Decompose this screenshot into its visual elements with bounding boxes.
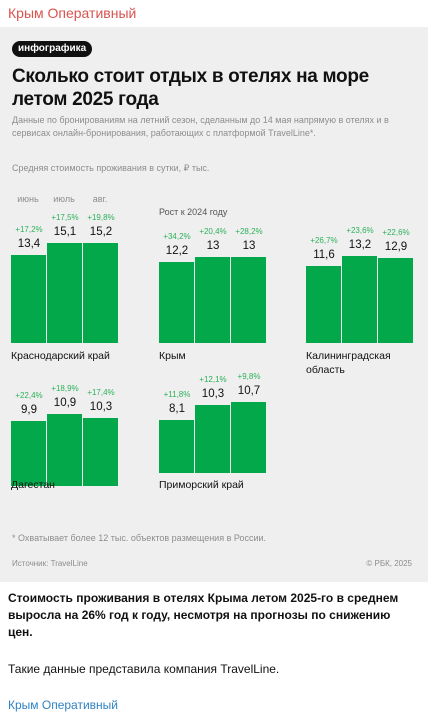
- growth-label: +22,6%: [382, 228, 410, 237]
- footnote: * Охватывает более 12 тыс. объектов разм…: [12, 533, 267, 543]
- bar-value-label: 10,3: [89, 401, 113, 413]
- bar-value-label: 15,1: [53, 226, 77, 238]
- growth-label: +28,2%: [235, 227, 263, 236]
- region-label: Краснодарский край: [11, 350, 110, 362]
- bar-2-0: [306, 266, 341, 343]
- region-label: Приморский край: [159, 479, 244, 491]
- growth-label: +19,8%: [87, 213, 115, 222]
- region-label: Дагестан: [11, 479, 55, 491]
- bar-value-label: 8,1: [169, 403, 185, 415]
- growth-label: +18,9%: [51, 384, 79, 393]
- bar-0-0: [11, 255, 46, 343]
- bar-0-2: [83, 243, 118, 343]
- bar-2-1: [342, 256, 377, 343]
- growth-label: +26,7%: [310, 236, 338, 245]
- growth-note: Рост к 2024 году: [159, 207, 228, 217]
- bar-value-label: 13,2: [348, 239, 372, 251]
- unit-note: Средняя стоимость проживания в сутки, ₽ …: [12, 163, 210, 173]
- region-label: Калининградская область: [306, 350, 391, 376]
- channel-name-top[interactable]: Крым Оперативный: [8, 5, 137, 21]
- source-label: Источник: TravelLine: [12, 559, 88, 568]
- channel-name-link[interactable]: Крым Оперативный: [8, 698, 118, 712]
- infographic-image[interactable]: инфографика Сколько стоит отдых в отелях…: [0, 27, 428, 582]
- growth-label: +12,1%: [199, 375, 227, 384]
- bar-4-0: [159, 420, 194, 473]
- post-bold-text: Стоимость проживания в отелях Крыма лето…: [8, 591, 399, 639]
- growth-label: +34,2%: [163, 232, 191, 241]
- bar-value-label: 15,2: [89, 226, 113, 238]
- growth-label: +11,8%: [163, 390, 191, 399]
- bar-3-0: [11, 421, 46, 486]
- growth-label: +17,5%: [51, 213, 79, 222]
- month-label-aug: авг.: [92, 194, 108, 204]
- bar-value-label: 10,9: [53, 397, 77, 409]
- bar-4-1: [195, 405, 230, 473]
- bar-value-label: 12,9: [384, 241, 408, 253]
- bar-0-1: [47, 243, 82, 343]
- bar-value-label: 13: [206, 240, 220, 252]
- bar-value-label: 10,3: [201, 388, 225, 400]
- bar-value-label: 12,2: [165, 245, 189, 257]
- month-label-july: июль: [53, 194, 75, 204]
- bar-2-2: [378, 258, 413, 343]
- infographic-description: Данные по бронированиям на летний сезон,…: [12, 115, 389, 138]
- bar-1-1: [195, 257, 230, 343]
- growth-label: +20,4%: [199, 227, 227, 236]
- infographic-title: Сколько стоит отдых в отелях на море лет…: [12, 66, 369, 110]
- bar-1-0: [159, 262, 194, 343]
- month-label-june: июнь: [17, 194, 39, 204]
- copyright-label: © РБК, 2025: [366, 559, 412, 568]
- bar-value-label: 11,6: [313, 249, 335, 261]
- growth-label: +23,6%: [346, 226, 374, 235]
- bar-value-label: 9,9: [21, 404, 37, 416]
- infographic-badge: инфографика: [12, 41, 93, 57]
- growth-label: +17,4%: [87, 388, 115, 397]
- growth-label: +22,4%: [15, 391, 43, 400]
- bar-value-label: 13,4: [17, 238, 41, 250]
- bar-3-2: [83, 418, 118, 486]
- bar-value-label: 13: [242, 240, 256, 252]
- growth-label: +17,2%: [15, 225, 43, 234]
- growth-label: +9,8%: [237, 372, 261, 381]
- bar-4-2: [231, 402, 266, 473]
- region-label: Крым: [159, 350, 186, 362]
- bar-1-2: [231, 257, 266, 343]
- bar-3-1: [47, 414, 82, 486]
- post-text: Такие данные представила компания Travel…: [8, 662, 280, 676]
- bar-value-label: 10,7: [237, 385, 261, 397]
